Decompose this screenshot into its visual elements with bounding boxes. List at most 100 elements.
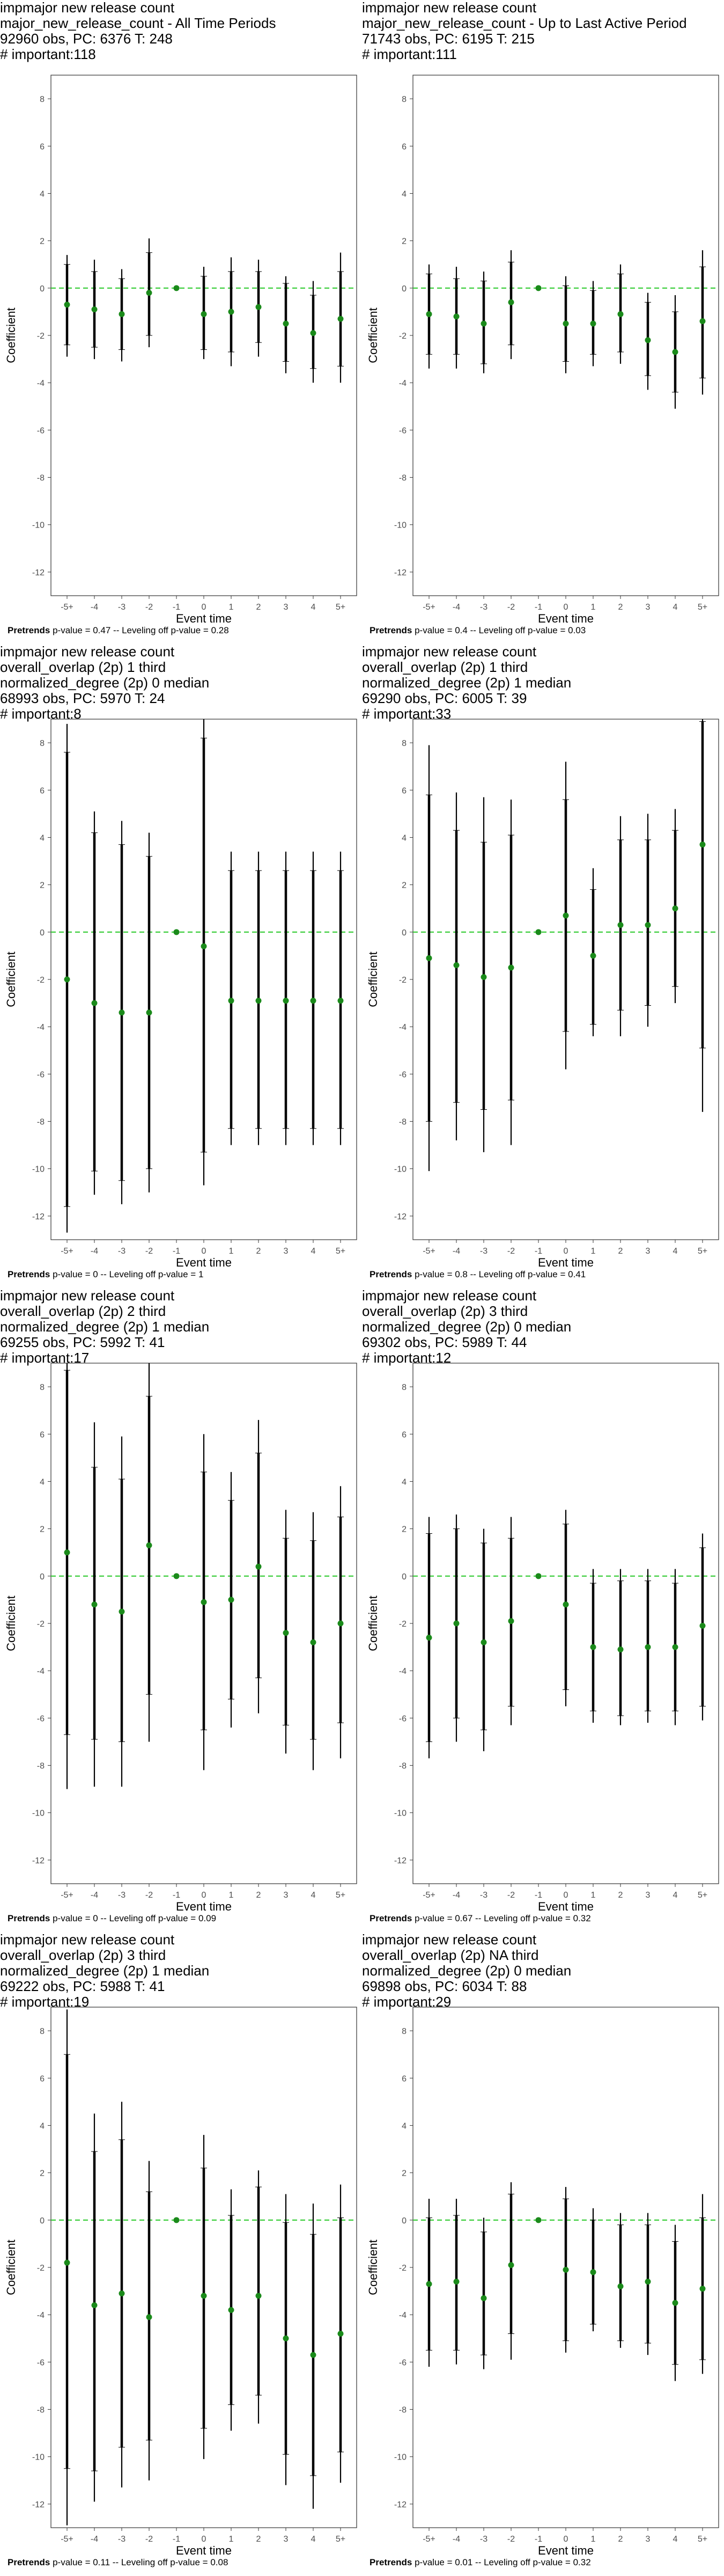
x-tick-label: -3 (118, 1247, 125, 1256)
x-tick-label: -4 (453, 2535, 460, 2544)
coefficient-point (119, 2290, 125, 2296)
chart-footer: Pretrends p-value = 0.67 -- Leveling off… (370, 1913, 591, 1924)
chart-title-line: 69898 obs, PC: 6034 T: 88 (362, 1978, 527, 1994)
y-tick-label: -4 (37, 1667, 45, 1676)
coefficient-point (337, 316, 344, 322)
x-tick-label: -3 (480, 1247, 487, 1256)
coefficient-point (563, 320, 569, 327)
coefficient-point (228, 998, 234, 1004)
x-tick-label: 4 (673, 603, 678, 612)
coefficient-point (699, 318, 706, 325)
coefficient-point (91, 306, 98, 312)
chart-panel: -12 -10 -8 -6 -4 -2 0 2 4 6 8 -5+ -4 -3 -2 -1 0 1 2 3 4 5+ Eve… (0, 0, 362, 644)
coefficient-point (283, 2335, 289, 2341)
x-tick-label: -2 (145, 603, 153, 612)
y-tick-label: -12 (32, 1212, 45, 1221)
chart-title-line: normalized_degree (2p) 1 median (362, 675, 572, 691)
coefficient-point (119, 1608, 125, 1615)
y-tick-label: 8 (402, 2027, 407, 2036)
chart-title-line: 69290 obs, PC: 6005 T: 39 (362, 690, 527, 706)
x-tick-label: -1 (173, 2535, 180, 2544)
coefficient-point (310, 1639, 316, 1645)
x-tick-label: 2 (618, 603, 623, 612)
x-tick-label: -2 (507, 1247, 515, 1256)
y-tick-label: -8 (399, 1118, 407, 1127)
y-tick-label: 6 (40, 2074, 45, 2083)
y-tick-label: -10 (394, 2453, 407, 2462)
coefficient-point (426, 311, 432, 317)
coefficient-point (228, 2307, 234, 2313)
coefficient-point (481, 1639, 487, 1645)
y-tick-label: 4 (402, 2121, 407, 2131)
chart-title-line: overall_overlap (2p) 3 third (362, 1303, 528, 1319)
coefficient-point (310, 330, 316, 336)
x-tick-label: 0 (202, 2535, 206, 2544)
x-tick-label: 1 (229, 603, 234, 612)
x-tick-label: -4 (91, 1891, 98, 1900)
x-tick-label: -3 (118, 2535, 125, 2544)
footer-pvalues: p-value = 0.11 -- Leveling off p-value =… (50, 2557, 228, 2567)
chart-title-line: impmajor new release count (362, 643, 537, 660)
coefficient-point (508, 2262, 514, 2268)
x-tick-label: -5+ (61, 1891, 73, 1900)
y-axis-label: Coefficient (4, 308, 18, 363)
coefficient-point (563, 1601, 569, 1608)
coefficient-point (645, 337, 651, 343)
x-tick-label: -5+ (61, 2535, 73, 2544)
y-tick-label: 4 (40, 1477, 45, 1487)
footer-label: Pretrends (8, 2557, 50, 2567)
x-tick-label: 1 (591, 1891, 596, 1900)
x-tick-label: 0 (202, 1247, 206, 1256)
x-tick-label: 1 (229, 1891, 234, 1900)
y-tick-label: -12 (394, 568, 407, 577)
x-tick-label: 0 (564, 1891, 568, 1900)
chart-title: impmajor new release count overall_overla… (0, 644, 359, 722)
x-tick-label: 3 (284, 1891, 289, 1900)
x-tick-label: -5+ (61, 1247, 73, 1256)
chart-title-line: normalized_degree (2p) 0 median (362, 1963, 572, 1979)
x-tick-label: 0 (564, 2535, 568, 2544)
coefficient-point (481, 320, 487, 327)
x-tick-label: -2 (145, 1247, 153, 1256)
chart-title-line: overall_overlap (2p) NA third (362, 1947, 539, 1963)
y-tick-label: 0 (40, 928, 45, 938)
x-axis-label: Event time (176, 1256, 232, 1269)
y-tick-label: -8 (399, 474, 407, 483)
y-tick-label: -10 (32, 521, 45, 530)
x-tick-label: 5+ (336, 2535, 345, 2544)
footer-pvalues: p-value = 0.47 -- Leveling off p-value =… (50, 625, 229, 635)
chart-title-line: 68993 obs, PC: 5970 T: 24 (0, 690, 165, 706)
coefficient-point (228, 1597, 234, 1603)
coefficient-point (426, 2281, 432, 2287)
x-tick-label: -4 (91, 603, 98, 612)
y-axis-label: Coefficient (366, 308, 380, 363)
chart-footer: Pretrends p-value = 0.11 -- Leveling off… (8, 2557, 228, 2568)
x-tick-label: -4 (453, 603, 460, 612)
y-tick-label: 0 (402, 284, 407, 294)
x-axis-label: Event time (538, 1900, 594, 1913)
chart-title-line: 69255 obs, PC: 5992 T: 41 (0, 1334, 165, 1350)
y-tick-label: -4 (399, 1667, 407, 1676)
y-tick-label: -8 (37, 2406, 45, 2415)
y-tick-label: -12 (32, 568, 45, 577)
x-tick-label: 2 (256, 1891, 261, 1900)
y-tick-label: -6 (399, 426, 407, 435)
chart-title-line: overall_overlap (2p) 1 third (0, 659, 166, 675)
y-tick-label: -6 (399, 1714, 407, 1723)
y-tick-label: -8 (37, 1118, 45, 1127)
y-axis-label: Coefficient (4, 952, 18, 1007)
x-tick-label: 5+ (698, 2535, 707, 2544)
footer-label: Pretrends (8, 625, 50, 635)
coefficient-point (337, 2330, 344, 2337)
chart-title-line: overall_overlap (2p) 3 third (0, 1947, 166, 1963)
y-tick-label: -4 (399, 379, 407, 388)
y-tick-label: 6 (40, 786, 45, 795)
y-axis-label: Coefficient (366, 1596, 380, 1651)
coefficient-point (283, 1630, 289, 1636)
coefficient-point (590, 953, 596, 959)
chart-title-line: 69302 obs, PC: 5989 T: 44 (362, 1334, 527, 1350)
chart-title-line: overall_overlap (2p) 1 third (362, 659, 528, 675)
